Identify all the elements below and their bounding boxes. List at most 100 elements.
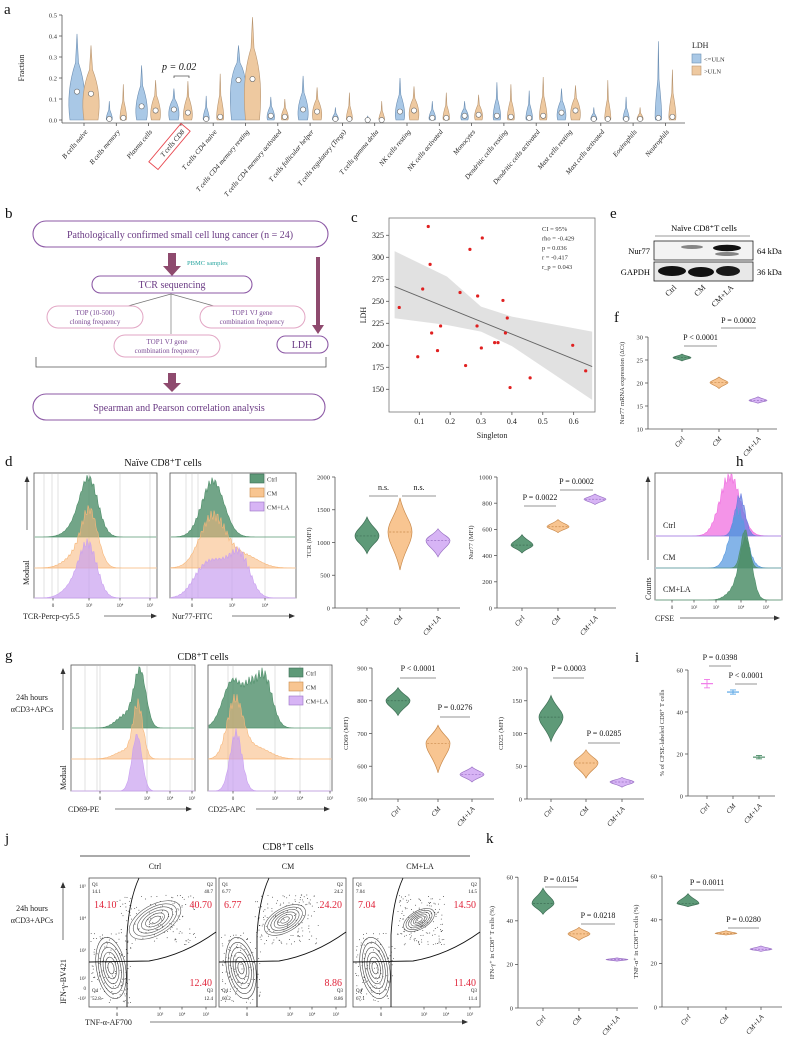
y-tick-label: 200 [482, 579, 492, 586]
x-tick-label: 0.1 [414, 417, 424, 426]
event-dot [404, 906, 406, 908]
event-dot [428, 905, 430, 907]
event-dot [263, 917, 264, 918]
legend-label: CM [306, 685, 316, 692]
category-label: B cells memory [88, 127, 122, 166]
event-dot [249, 966, 251, 968]
event-dot [405, 934, 407, 936]
event-dot [438, 942, 440, 944]
event-dot [228, 940, 230, 942]
a-legend-title: LDH [692, 41, 709, 50]
violin-low [525, 90, 533, 121]
arrow-head-icon [60, 882, 66, 888]
x-tick-label: 10³ [713, 605, 720, 611]
event-dot [386, 996, 388, 998]
legend-label: Ctrl [267, 477, 277, 484]
event-dot [278, 939, 280, 941]
down-arrow-icon [163, 253, 181, 276]
event-dot [222, 945, 224, 947]
event-dot [373, 999, 375, 1001]
y-tick-label: 60 [507, 875, 514, 882]
chart-g-cd69: 500 600 700 800 900 CD69 (MFI) Ctrl CM CM+LA P < … [343, 664, 494, 828]
event-dot [387, 998, 389, 1000]
event-dot [375, 941, 377, 943]
event-dot [377, 938, 379, 940]
event-dot [175, 939, 177, 941]
cloning-frequency-box [46, 305, 144, 329]
tcr-sequencing-text: TCR sequencing [139, 280, 206, 291]
event-dot [403, 931, 405, 933]
quadrant-value-q3: 11.4 [468, 997, 477, 1002]
event-dot [145, 932, 147, 933]
violin [546, 519, 570, 534]
event-dot [299, 899, 301, 901]
event-dot [234, 970, 236, 972]
cohort-text: Pathologically confirmed small cell lung… [67, 230, 293, 241]
quadrant-name-q1: Q1 [222, 883, 229, 888]
histogram [209, 728, 331, 792]
contour-line [230, 946, 252, 990]
event-dot [427, 943, 429, 945]
g-condition-line1: 24h hours [16, 693, 48, 702]
event-dot [157, 925, 159, 927]
event-dot [435, 913, 437, 915]
event-dot [394, 948, 396, 949]
quadrant-percent-q1: 6.77 [224, 900, 242, 911]
event-dot [443, 896, 444, 897]
y-tick-label: 40 [507, 918, 514, 925]
event-dot [400, 933, 402, 934]
event-dot [147, 919, 149, 921]
violin [425, 528, 451, 558]
event-dot [130, 946, 132, 948]
event-dot [106, 945, 108, 947]
median-marker [281, 113, 288, 120]
contour-line [413, 915, 425, 925]
y-tick-label: 0 [519, 796, 522, 803]
quadrant-value-q2: 40.7 [204, 890, 213, 895]
event-dot [307, 914, 309, 916]
event-dot [288, 902, 290, 904]
data-point [468, 247, 472, 251]
event-dot [125, 935, 127, 937]
event-dot [261, 935, 263, 937]
event-dot [298, 939, 300, 941]
event-dot [233, 1000, 235, 1002]
event-dot [439, 941, 441, 943]
y-tick-label: 40 [651, 917, 658, 924]
median-marker [604, 116, 611, 122]
event-dot [438, 940, 440, 942]
event-dot [317, 907, 319, 909]
violin-low [202, 95, 210, 121]
event-dot [173, 921, 175, 923]
data-point [528, 376, 532, 380]
event-dot [222, 980, 224, 982]
metric2-line2: combination frequency [135, 347, 200, 355]
event-dot [93, 953, 95, 955]
y-tick-label: 20 [651, 961, 658, 968]
y-tick-label: 0.0 [49, 118, 57, 125]
event-dot [93, 938, 95, 939]
chart-f: 10 15 20 25 30 Nur77 mRNA expression (ΔCt) Ctr… [619, 316, 777, 458]
event-dot [120, 912, 122, 914]
a-legend-label-high: >ULN [704, 69, 721, 76]
event-dot [229, 964, 231, 966]
event-dot [258, 906, 260, 908]
event-dot [248, 954, 250, 956]
comparison-label: P = 0.0002 [559, 477, 594, 486]
event-dot [370, 990, 372, 992]
event-dot [261, 925, 263, 927]
event-dot [303, 896, 305, 898]
event-dot [275, 915, 277, 917]
event-dot [357, 954, 359, 956]
event-dot [240, 963, 242, 965]
event-dot [119, 994, 121, 996]
contour-line [102, 951, 120, 985]
median-marker [526, 115, 533, 121]
event-dot [388, 982, 390, 984]
median-marker [217, 113, 224, 120]
event-dot [376, 967, 378, 969]
event-dot [156, 937, 158, 939]
event-dot [437, 912, 439, 914]
event-dot [91, 972, 93, 974]
legend-label: CM+LA [267, 505, 290, 512]
